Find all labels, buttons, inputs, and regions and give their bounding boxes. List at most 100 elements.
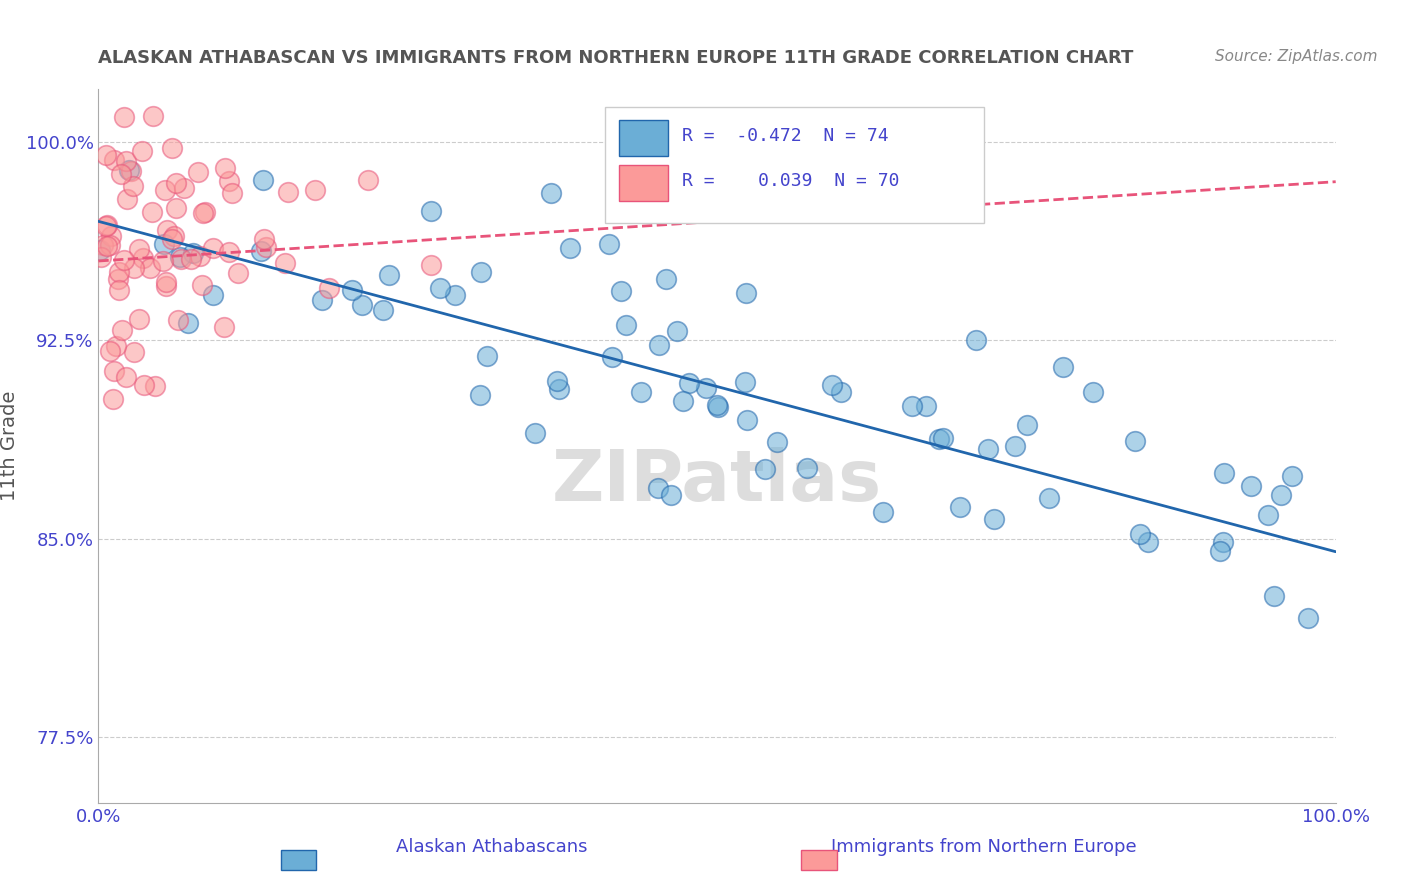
Point bbox=[94, 219, 117, 234]
Point bbox=[357, 173, 380, 187]
Point bbox=[1004, 439, 1026, 453]
Point bbox=[277, 185, 299, 199]
Point bbox=[221, 186, 243, 200]
Point bbox=[1212, 534, 1234, 549]
Point bbox=[181, 246, 204, 260]
Point bbox=[201, 242, 224, 256]
Point bbox=[630, 384, 652, 399]
Point bbox=[104, 339, 127, 353]
Point bbox=[1257, 508, 1279, 522]
Point bbox=[672, 394, 695, 409]
Point bbox=[1137, 535, 1160, 549]
Point bbox=[820, 377, 842, 392]
Point bbox=[226, 267, 249, 281]
Point bbox=[734, 375, 756, 389]
Point bbox=[678, 376, 700, 390]
Point bbox=[470, 387, 492, 401]
Text: ALASKAN ATHABASCAN VS IMMIGRANTS FROM NORTHERN EUROPE 11TH GRADE CORRELATION CHA: ALASKAN ATHABASCAN VS IMMIGRANTS FROM NO… bbox=[98, 49, 1133, 67]
Point bbox=[647, 481, 669, 495]
Text: ZIPatlas: ZIPatlas bbox=[553, 447, 882, 516]
Point bbox=[1038, 491, 1060, 505]
Point bbox=[249, 244, 271, 258]
Point bbox=[932, 431, 955, 445]
Point bbox=[134, 378, 156, 392]
Point bbox=[176, 316, 198, 330]
Point bbox=[122, 260, 145, 275]
Point bbox=[304, 183, 326, 197]
Point bbox=[131, 144, 153, 158]
Point bbox=[614, 318, 637, 332]
Point bbox=[1081, 384, 1104, 399]
Point bbox=[91, 237, 114, 252]
Point bbox=[444, 287, 467, 301]
Point bbox=[524, 426, 547, 441]
Point bbox=[655, 271, 678, 285]
Point bbox=[340, 283, 363, 297]
Point bbox=[901, 400, 924, 414]
Point bbox=[318, 281, 340, 295]
Point bbox=[1052, 359, 1074, 374]
Point bbox=[103, 364, 125, 378]
Point bbox=[201, 287, 224, 301]
Point bbox=[121, 178, 143, 193]
Point bbox=[169, 250, 191, 264]
Point bbox=[103, 392, 125, 406]
Point bbox=[120, 163, 142, 178]
Point bbox=[143, 378, 166, 392]
Point bbox=[695, 382, 717, 396]
Text: R =  -0.472  N = 74: R = -0.472 N = 74 bbox=[682, 128, 889, 145]
Point bbox=[128, 311, 150, 326]
Point bbox=[1270, 488, 1292, 502]
Point bbox=[218, 174, 240, 188]
Point bbox=[648, 338, 671, 352]
Point bbox=[155, 183, 177, 197]
Point bbox=[153, 236, 176, 251]
Text: Immigrants from Northern Europe: Immigrants from Northern Europe bbox=[831, 838, 1137, 856]
Point bbox=[928, 432, 950, 446]
Point bbox=[188, 249, 211, 263]
Point bbox=[977, 442, 1000, 456]
Point bbox=[872, 505, 894, 519]
Point bbox=[253, 231, 276, 245]
Point bbox=[214, 319, 236, 334]
Point bbox=[114, 154, 136, 169]
Point bbox=[155, 276, 177, 290]
Point bbox=[706, 398, 728, 412]
Point bbox=[115, 192, 138, 206]
Point bbox=[735, 413, 758, 427]
Point bbox=[122, 345, 145, 359]
Point bbox=[373, 303, 395, 318]
Point bbox=[1239, 479, 1261, 493]
Point bbox=[139, 260, 162, 275]
Point bbox=[191, 206, 214, 220]
Point bbox=[311, 293, 333, 307]
Text: Alaskan Athabascans: Alaskan Athabascans bbox=[396, 838, 588, 856]
Point bbox=[548, 382, 571, 396]
Point bbox=[162, 228, 184, 243]
Point bbox=[1281, 469, 1303, 483]
Point bbox=[766, 434, 789, 449]
Point bbox=[96, 218, 118, 232]
Point bbox=[965, 333, 987, 347]
Point bbox=[540, 186, 562, 200]
Point bbox=[187, 165, 209, 179]
Point bbox=[274, 255, 297, 269]
Point bbox=[170, 252, 193, 266]
Point bbox=[96, 148, 118, 162]
Point bbox=[1212, 467, 1234, 481]
Point bbox=[132, 251, 155, 265]
Point bbox=[110, 167, 132, 181]
Point bbox=[180, 252, 202, 266]
Point bbox=[1128, 526, 1150, 541]
Text: R =    0.039  N = 70: R = 0.039 N = 70 bbox=[682, 172, 900, 190]
Point bbox=[98, 343, 121, 358]
Point bbox=[915, 399, 938, 413]
Point bbox=[103, 153, 125, 167]
Point bbox=[1209, 544, 1232, 558]
Point bbox=[218, 244, 240, 259]
Point bbox=[142, 109, 165, 123]
Point bbox=[155, 279, 177, 293]
Point bbox=[160, 231, 183, 245]
Point bbox=[165, 176, 187, 190]
Point bbox=[558, 241, 581, 255]
